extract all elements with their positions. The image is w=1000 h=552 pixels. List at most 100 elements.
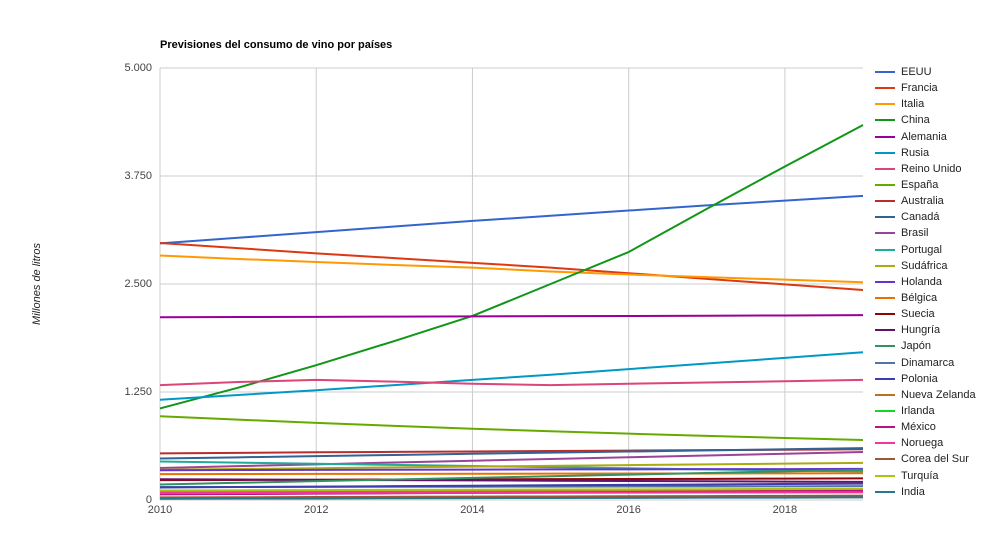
- legend-swatch: [875, 200, 895, 203]
- series-line-turqu-a: [159, 487, 864, 492]
- legend-swatch: [875, 87, 895, 90]
- legend-item-rusia: Rusia: [875, 145, 976, 161]
- legend-label: Nueva Zelanda: [901, 388, 976, 401]
- legend-swatch: [875, 151, 895, 154]
- legend-swatch: [875, 393, 895, 396]
- legend-label: Dinamarca: [901, 356, 955, 369]
- legend-label: Noruega: [901, 437, 944, 450]
- legend-swatch: [875, 442, 895, 445]
- legend-swatch: [875, 313, 895, 316]
- y-tick-label: 2.500: [124, 278, 152, 290]
- legend-label: España: [901, 179, 939, 192]
- legend-swatch: [875, 167, 895, 170]
- series-line-noruega: [159, 491, 864, 495]
- legend-label: EEUU: [901, 66, 932, 79]
- legend-label: Australia: [901, 195, 944, 208]
- legend-swatch: [875, 135, 895, 138]
- legend-item-nueva-zelanda: Nueva Zelanda: [875, 387, 976, 403]
- y-tick-label: 5.000: [124, 62, 152, 74]
- series-line-jap-n: [159, 468, 864, 486]
- y-tick-label: 3.750: [124, 170, 152, 182]
- legend-item-australia: Australia: [875, 193, 976, 209]
- legend-swatch: [875, 297, 895, 300]
- legend-label: Canadá: [901, 211, 940, 224]
- series-line-india: [159, 496, 864, 500]
- legend-item-reino-unido: Reino Unido: [875, 161, 976, 177]
- legend-item-dinamarca: Dinamarca: [875, 355, 976, 371]
- series-line-polonia: [159, 482, 864, 489]
- legend-label: Polonia: [901, 372, 938, 385]
- x-tick-label: 2016: [616, 504, 641, 516]
- legend: EEUU Francia Italia China Alemania Rusia Reino…: [875, 64, 976, 500]
- legend-swatch: [875, 248, 895, 251]
- legend-label: Irlanda: [901, 405, 935, 418]
- legend-item-eeuu: EEUU: [875, 64, 976, 80]
- legend-swatch: [875, 345, 895, 348]
- legend-swatch: [875, 71, 895, 74]
- legend-swatch: [875, 361, 895, 364]
- series-line-eeuu: [159, 194, 864, 245]
- series-line-canad-: [159, 447, 864, 460]
- series-line-francia: [159, 241, 864, 292]
- legend-label: Francia: [901, 82, 938, 95]
- legend-item-italia: Italia: [875, 96, 976, 112]
- legend-swatch: [875, 410, 895, 413]
- legend-item-m-xico: México: [875, 419, 976, 435]
- legend-label: Corea del Sur: [901, 453, 969, 466]
- legend-label: México: [901, 421, 936, 434]
- legend-swatch: [875, 216, 895, 219]
- y-tick-label: 1.250: [124, 386, 152, 398]
- legend-label: Brasil: [901, 227, 929, 240]
- legend-swatch: [875, 458, 895, 461]
- legend-item-brasil: Brasil: [875, 225, 976, 241]
- series-line-corea-del-sur: [159, 494, 864, 499]
- plot-area: [159, 67, 864, 501]
- series-line-espa-a: [159, 415, 864, 441]
- legend-item-francia: Francia: [875, 80, 976, 96]
- x-tick-label: 2014: [460, 504, 485, 516]
- series-line-brasil: [159, 451, 864, 470]
- legend-swatch: [875, 377, 895, 380]
- legend-item-polonia: Polonia: [875, 371, 976, 387]
- legend-item-hungr-a: Hungría: [875, 322, 976, 338]
- legend-item-turqu-a: Turquía: [875, 468, 976, 484]
- legend-swatch: [875, 232, 895, 235]
- legend-label: Alemania: [901, 130, 947, 143]
- y-tick-label: 0: [145, 494, 152, 506]
- x-tick-label: 2018: [772, 504, 798, 516]
- legend-label: Bélgica: [901, 292, 938, 305]
- legend-item-noruega: Noruega: [875, 435, 976, 451]
- legend-swatch: [875, 426, 895, 429]
- series-line-reino-unido: [159, 378, 864, 387]
- series-line-holanda: [159, 467, 864, 472]
- legend-item-irlanda: Irlanda: [875, 403, 976, 419]
- series-line-alemania: [159, 314, 864, 319]
- legend-swatch: [875, 119, 895, 122]
- legend-swatch: [875, 474, 895, 477]
- legend-item-espa-a: España: [875, 177, 976, 193]
- x-tick-label: 2010: [147, 504, 173, 516]
- legend-label: Italia: [901, 98, 925, 111]
- series-line-rusia: [159, 351, 864, 401]
- legend-label: Sudáfrica: [901, 259, 948, 272]
- legend-item-holanda: Holanda: [875, 274, 976, 290]
- series-line-sud-frica: [159, 461, 864, 471]
- legend-item-corea-del-sur: Corea del Sur: [875, 451, 976, 467]
- legend-item-sud-frica: Sudáfrica: [875, 258, 976, 274]
- legend-swatch: [875, 280, 895, 283]
- legend-label: Reino Unido: [901, 162, 962, 175]
- series-line-italia: [159, 254, 864, 284]
- legend-swatch: [875, 264, 895, 267]
- legend-swatch: [875, 184, 895, 187]
- legend-item-suecia: Suecia: [875, 306, 976, 322]
- series-line-b-lgica: [159, 472, 864, 476]
- legend-label: Hungría: [901, 324, 941, 337]
- legend-item-portugal: Portugal: [875, 242, 976, 258]
- legend-item-china: China: [875, 112, 976, 128]
- legend-label: China: [901, 114, 930, 127]
- series-line-hungr-a: [159, 478, 864, 483]
- legend-label: Japón: [901, 340, 931, 353]
- chart-title: Previsiones del consumo de vino por país…: [160, 39, 393, 51]
- legend-label: Turquía: [901, 469, 939, 482]
